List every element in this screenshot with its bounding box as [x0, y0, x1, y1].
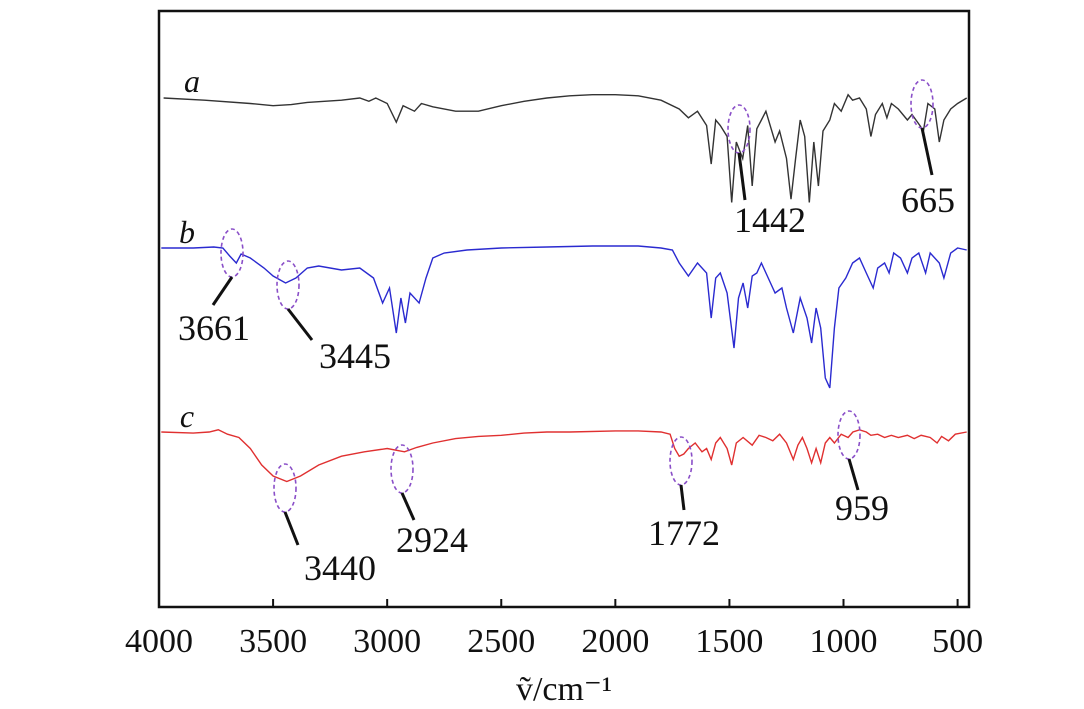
- annotation-leader-3445: [286, 308, 314, 341]
- plot-frame: [157, 9, 971, 609]
- annotation-leader-959: [847, 458, 860, 491]
- x-tick-label-1500: 1500: [695, 623, 763, 660]
- annotation-marker-1772: [669, 436, 693, 486]
- annotation-marker-3440: [273, 463, 297, 513]
- series-layer: a b c: [161, 63, 968, 483]
- annotation-marker-3661: [220, 228, 244, 278]
- annotation-label-3445: 3445: [319, 336, 391, 376]
- series-line-c: [161, 429, 967, 483]
- annotation-label-3661: 3661: [178, 308, 250, 348]
- series-label-a: a: [184, 63, 200, 99]
- annotation-leader-665: [920, 127, 934, 176]
- annotation-leader-1442: [737, 152, 747, 201]
- annotation-leader-1772: [679, 484, 686, 511]
- series-line-b: [161, 245, 967, 389]
- annotation-layer: 1442 665 3661 3445 3440 2924 1772 959: [178, 79, 955, 588]
- x-tick-label-2500: 2500: [467, 623, 535, 660]
- series-line-a: [163, 93, 968, 203]
- annotation-label-665: 665: [901, 180, 955, 220]
- x-axis-label: ṽ/cm⁻¹: [516, 671, 612, 708]
- annotation-leader-3661: [211, 276, 234, 306]
- annotation-leader-3440: [283, 511, 300, 546]
- annotation-label-1442: 1442: [734, 200, 806, 240]
- series-label-b: b: [179, 214, 195, 250]
- x-axis: 4000 3500 3000 2500 2000 1500 1000 500: [125, 599, 983, 660]
- x-tick-label-500: 500: [932, 623, 983, 660]
- annotation-leader-2924: [400, 492, 416, 521]
- annotation-label-3440: 3440: [304, 548, 376, 588]
- x-tick-label-1000: 1000: [810, 623, 878, 660]
- annotation-marker-3445: [276, 260, 300, 310]
- x-tick-label-3000: 3000: [353, 623, 421, 660]
- annotation-marker-665: [910, 79, 934, 129]
- x-tick-label-3500: 3500: [239, 623, 307, 660]
- annotation-label-959: 959: [835, 488, 889, 528]
- x-tick-label-2000: 2000: [581, 623, 649, 660]
- annotation-label-2924: 2924: [396, 520, 468, 560]
- annotation-marker-2924: [390, 444, 414, 494]
- annotation-label-1772: 1772: [648, 513, 720, 553]
- x-tick-label-4000: 4000: [125, 623, 193, 660]
- series-label-c: c: [180, 398, 194, 434]
